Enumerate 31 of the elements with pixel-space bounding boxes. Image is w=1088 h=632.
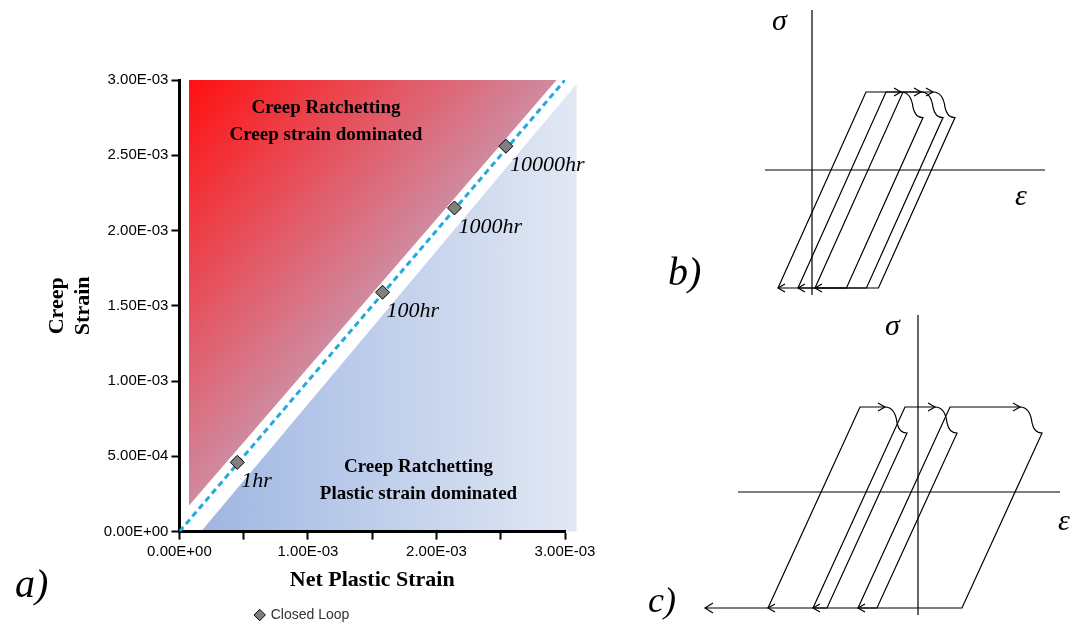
point — [375, 284, 390, 300]
point — [498, 138, 514, 154]
x-tick-label: 3.00E-03 — [534, 541, 596, 559]
y-tick-label: 1.50E-03 — [107, 295, 169, 313]
y-tick-label: 0.00E+00 — [103, 521, 169, 539]
y-tick-label: 2.00E-03 — [107, 220, 169, 238]
annotation: 10000hr — [509, 151, 585, 177]
annotation: Creep Ratchetting Creep strain dominated — [229, 95, 423, 144]
x-tick-label: 2.00E-03 — [406, 541, 467, 559]
legend-label: Closed Loop — [270, 605, 350, 622]
annotation: 1hr — [241, 467, 273, 493]
y-tick-label: 5.00E-04 — [107, 446, 169, 464]
text: a) — [15, 560, 49, 607]
y-axis-title: Creep Strain — [42, 276, 95, 336]
y-tick-label: 2.50E-03 — [107, 145, 169, 163]
annotation: Creep Ratchetting Plastic strain dominated — [319, 454, 518, 503]
y-tick-label: 3.00E-03 — [107, 70, 169, 88]
annotation: 1000hr — [458, 212, 523, 238]
text: ε — [1015, 178, 1027, 211]
x-tick-label: 0.00E+00 — [147, 541, 212, 559]
text: ε — [1058, 503, 1070, 536]
point — [446, 200, 462, 216]
text: σ — [885, 308, 901, 341]
y-tick-label: 1.00E-03 — [107, 371, 169, 389]
x-tick-label: 1.00E-03 — [277, 541, 339, 559]
point — [229, 454, 245, 470]
x-axis-title: Net Plastic Strain — [289, 566, 455, 592]
annotation: 100hr — [386, 297, 440, 323]
text: c) — [648, 580, 676, 620]
text: σ — [772, 3, 788, 36]
text: b) — [668, 249, 702, 294]
